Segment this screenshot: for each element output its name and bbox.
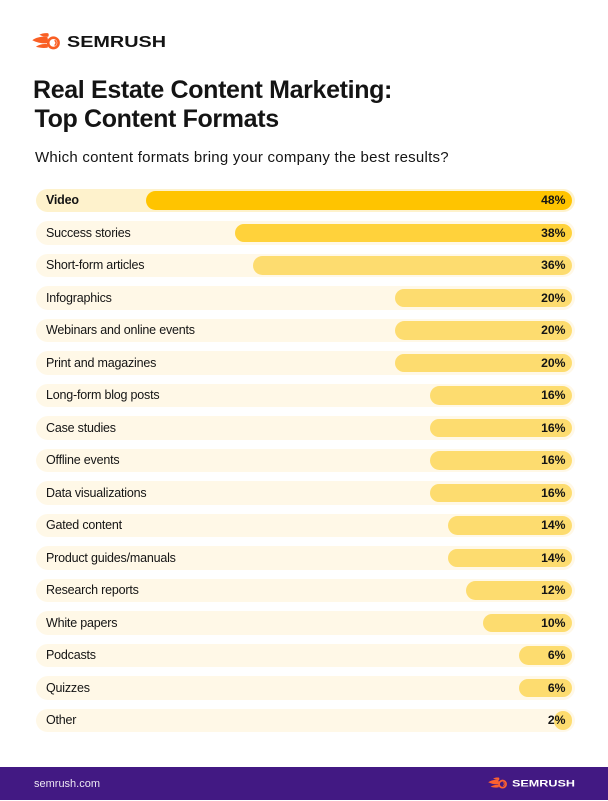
svg-text:SEMRUSH: SEMRUSH bbox=[512, 778, 575, 788]
svg-text:SEMRUSH: SEMRUSH bbox=[67, 34, 166, 51]
